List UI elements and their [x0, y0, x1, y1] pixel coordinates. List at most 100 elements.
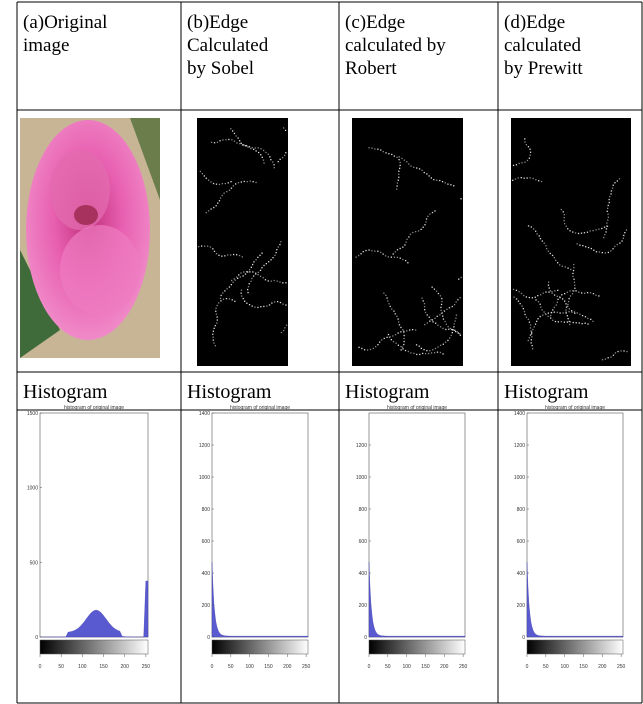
edge-pixel: [548, 313, 549, 314]
edge-pixel: [261, 267, 262, 268]
x-tick-label: 250: [459, 664, 468, 670]
edge-pixel: [524, 141, 525, 142]
edge-pixel: [460, 198, 461, 199]
edge-pixel: [574, 311, 575, 312]
edge-pixel: [375, 346, 376, 347]
edge-pixel: [461, 277, 462, 278]
edge-pixel: [236, 276, 237, 277]
edge-pixel: [446, 309, 447, 310]
edge-pixel: [564, 223, 565, 224]
edge-pixel: [545, 245, 546, 246]
edge-pixel: [439, 314, 440, 315]
header-text: (a)Original: [23, 12, 107, 33]
edge-pixel: [435, 323, 436, 324]
edge-pixel: [626, 229, 627, 230]
edge-pixel: [587, 292, 588, 293]
edge-pixel: [213, 337, 214, 338]
edge-pixel: [257, 307, 258, 308]
edge-pixel: [524, 178, 525, 179]
header-text: by Prewitt: [504, 58, 583, 79]
edge-pixel: [516, 164, 517, 165]
edge-pixel: [526, 296, 527, 297]
edge-pixel: [524, 314, 525, 315]
edge-pixel: [228, 139, 229, 140]
edge-pixel: [218, 255, 219, 256]
edge-pixel: [521, 162, 522, 163]
y-tick-label: 0: [207, 635, 210, 641]
edge-pixel: [229, 298, 230, 299]
edge-pixel: [568, 311, 569, 312]
edge-pixel: [564, 220, 565, 221]
header-text: calculated: [504, 35, 582, 56]
edge-pixel: [377, 344, 378, 345]
edge-pixel: [575, 232, 576, 233]
edge-pixel: [530, 155, 531, 156]
edge-pixel: [281, 332, 282, 333]
edge-pixel: [419, 168, 420, 169]
edge-pixel: [370, 349, 371, 350]
row-label: Histogram: [23, 381, 108, 403]
edge-pixel: [234, 133, 235, 134]
edge-pixel: [529, 297, 530, 298]
edge-pixel: [458, 332, 459, 333]
edge-pixel: [273, 164, 274, 165]
edge-pixel: [534, 326, 535, 327]
edge-pixel: [551, 312, 552, 313]
y-tick-label: 200: [517, 603, 526, 609]
rose-center: [74, 205, 98, 225]
edge-pixel: [360, 253, 361, 254]
edge-pixel: [582, 245, 583, 246]
edge-pixel: [607, 220, 608, 221]
x-tick-label: 100: [245, 664, 254, 670]
edge-pixel: [536, 321, 537, 322]
edge-pixel: [581, 292, 582, 293]
hist-title: histogram of original image: [387, 405, 447, 411]
edge-pixel: [535, 297, 536, 298]
edge-pixel: [560, 312, 561, 313]
prewitt-image: [511, 118, 631, 366]
edge-pixel: [593, 293, 594, 294]
edge-pixel: [377, 149, 378, 150]
edge-pixel: [434, 210, 435, 211]
y-tick-label: 400: [202, 571, 211, 577]
edge-pixel: [566, 226, 567, 227]
edge-pixel: [266, 263, 267, 264]
edge-pixel: [276, 249, 277, 250]
edge-pixel: [402, 247, 403, 248]
x-tick-label: 200: [121, 664, 130, 670]
edge-pixel: [198, 246, 199, 247]
edge-pixel: [235, 183, 236, 184]
edge-pixel: [220, 197, 221, 198]
edge-pixel: [385, 295, 386, 296]
edge-pixel: [400, 248, 401, 249]
edge-pixel: [531, 336, 532, 337]
edge-pixel: [215, 308, 216, 309]
edge-pixel: [231, 284, 232, 285]
edge-pixel: [545, 291, 546, 292]
x-tick-label: 100: [402, 664, 411, 670]
edge-pixel: [593, 230, 594, 231]
edge-pixel: [361, 348, 362, 349]
edge-pixel: [617, 180, 618, 181]
edge-pixel: [418, 230, 419, 231]
edge-pixel: [569, 290, 570, 291]
edge-pixel: [215, 325, 216, 326]
edge-pixel: [266, 306, 267, 307]
edge-pixel: [406, 239, 407, 240]
edge-pixel: [444, 310, 445, 311]
y-tick-label: 800: [202, 507, 211, 513]
edge-pixel: [520, 303, 521, 304]
edge-pixel: [555, 321, 556, 322]
edge-pixel: [258, 152, 259, 153]
edge-pixel: [573, 322, 574, 323]
edge-pixel: [395, 313, 396, 314]
edge-pixel: [430, 319, 431, 320]
x-tick-label: 50: [228, 664, 234, 670]
edge-pixel: [364, 349, 365, 350]
edge-pixel: [533, 178, 534, 179]
edge-pixel: [380, 149, 381, 150]
edge-pixel: [561, 321, 562, 322]
edge-pixel: [395, 251, 396, 252]
edge-pixel: [416, 344, 417, 345]
edge-pixel: [213, 340, 214, 341]
